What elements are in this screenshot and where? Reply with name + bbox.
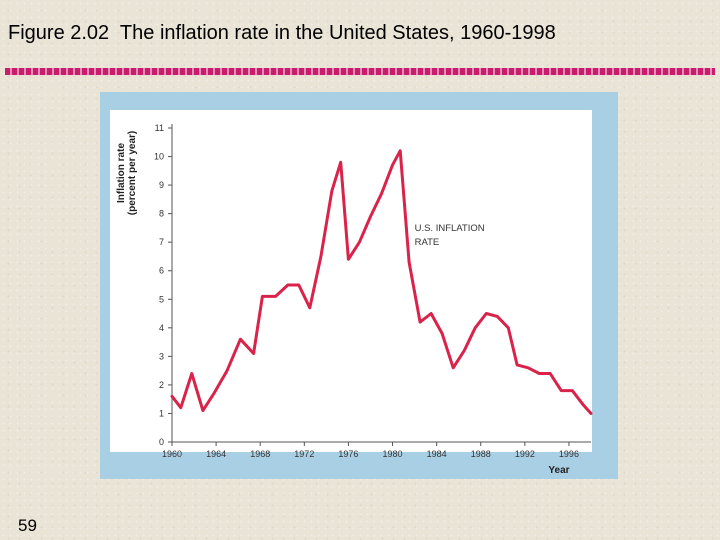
data-point: [418, 320, 422, 324]
data-point: [201, 409, 205, 412]
slide-number: 59: [18, 516, 37, 535]
y-tick-label: 11: [155, 123, 164, 133]
data-point: [407, 260, 411, 264]
data-point: [330, 189, 334, 192]
data-point: [462, 349, 466, 352]
data-point: [308, 306, 312, 310]
data-point: [170, 395, 174, 398]
x-tick-label: 1988: [471, 449, 491, 459]
data-point: [474, 326, 477, 330]
data-point: [274, 295, 277, 298]
data-point: [369, 215, 372, 218]
y-tick-label: 4: [159, 323, 164, 333]
x-tick-label: 1992: [515, 449, 535, 459]
x-axis-label: Year: [548, 465, 569, 476]
x-tick-label: 1972: [294, 449, 314, 459]
data-point: [391, 163, 394, 167]
data-point: [339, 161, 342, 164]
y-axis-label-units: (percent per year): [127, 131, 138, 215]
data-point: [440, 332, 444, 335]
data-point: [252, 352, 255, 355]
x-tick-label: 1980: [383, 449, 403, 459]
data-point: [319, 255, 323, 258]
y-tick-label: 8: [159, 209, 164, 219]
chart-panel: 0 1 2 3 4 5 6 7 8 9 10 11 1960 1964 1968 1972 1976 1980 1…: [100, 92, 618, 479]
plot-area: [110, 110, 592, 452]
data-point: [190, 372, 194, 375]
data-point: [225, 369, 229, 372]
data-point: [537, 372, 541, 375]
y-tick-label: 3: [159, 351, 164, 361]
y-axis: 0 1 2 3 4 5 6 7 8 9 10 11: [154, 123, 173, 447]
data-point: [429, 312, 433, 315]
series-annotation: RATE: [415, 237, 440, 248]
data-point: [560, 389, 563, 392]
y-tick-label: 0: [159, 437, 164, 447]
y-tick-label: 7: [159, 237, 164, 247]
axis-labels: Inflation rate (percent per year) Year: [116, 131, 570, 476]
data-point: [485, 312, 488, 315]
y-tick-label: 5: [159, 294, 164, 304]
data-point: [358, 240, 361, 244]
x-tick-label: 1996: [559, 449, 579, 459]
data-point: [399, 149, 402, 153]
data-point: [507, 326, 510, 330]
data-point: [239, 338, 242, 341]
x-tick-label: 1964: [206, 449, 226, 459]
title-divider: [5, 68, 715, 75]
x-tick-label: 1976: [338, 449, 358, 459]
y-tick-label: 2: [159, 380, 164, 390]
series-annotation: U.S. INFLATION: [415, 223, 485, 234]
inflation-rate-line: [170, 149, 593, 415]
data-point: [297, 283, 301, 287]
data-point: [451, 366, 455, 369]
x-tick-label: 1984: [427, 449, 447, 459]
x-tick-label: 1968: [250, 449, 270, 459]
slide-title: Figure 2.02 The inflation rate in the Un…: [8, 22, 556, 44]
data-point: [380, 192, 383, 195]
y-tick-label: 10: [154, 152, 164, 162]
x-tick-label: 1960: [162, 449, 182, 459]
data-point: [582, 403, 585, 407]
data-point: [571, 389, 574, 392]
data-point: [261, 295, 264, 298]
x-axis: 1960 1964 1968 1972 1976 1980 1984 1988 1992 1996: [162, 441, 591, 459]
data-point: [549, 372, 552, 375]
data-point: [212, 392, 216, 395]
y-tick-label: 6: [159, 266, 164, 276]
y-axis-label: Inflation rate: [116, 143, 127, 203]
data-point: [589, 412, 593, 415]
data-point: [286, 283, 289, 287]
data-point: [526, 366, 530, 369]
data-point: [496, 315, 499, 318]
data-point: [347, 258, 350, 261]
y-tick-label: 1: [159, 408, 164, 418]
data-point: [515, 363, 519, 367]
y-tick-label: 9: [159, 180, 164, 190]
series-layer: [170, 149, 593, 415]
data-point: [179, 406, 183, 409]
annotation-layer: U.S. INFLATION RATE: [415, 223, 485, 248]
